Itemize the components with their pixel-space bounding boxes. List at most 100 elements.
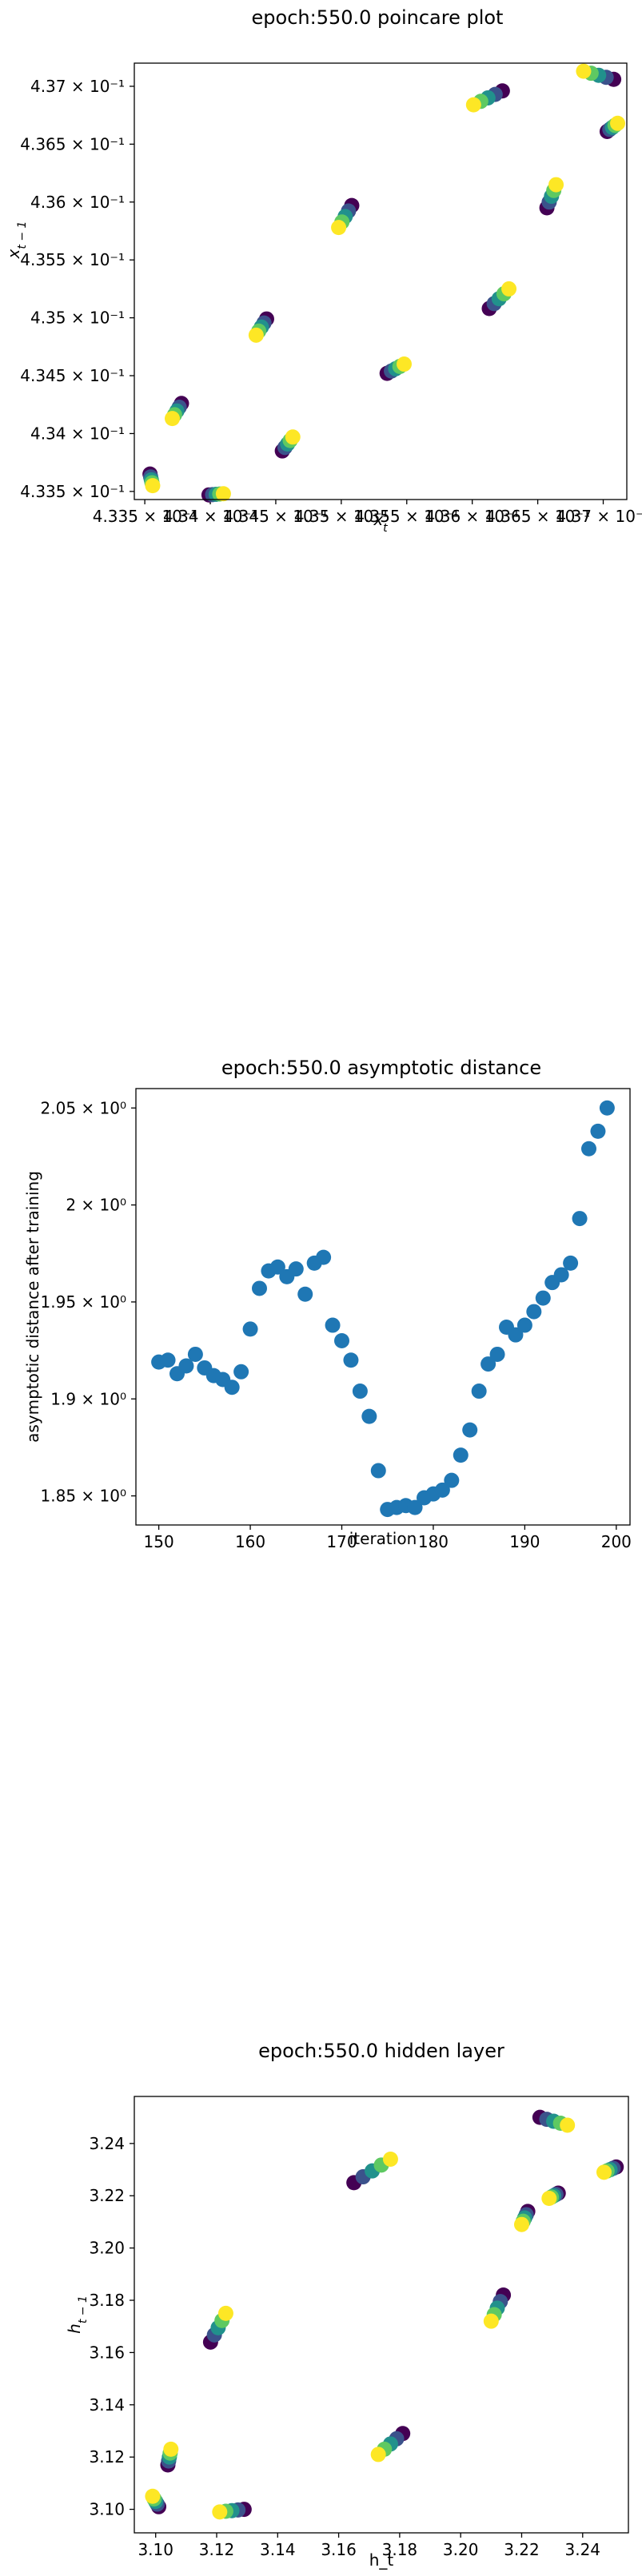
scatter-point [370,2447,386,2463]
x-tick-labels: 4.335 × 10⁻¹4.34 × 10⁻¹4.345 × 10⁻¹4.35 … [93,500,642,526]
scatter-point [288,1261,304,1277]
scatter-point [215,486,231,502]
scatter-point [553,1267,569,1283]
x-tick-label: 3.12 [199,2540,235,2559]
x-tick-label: 4.345 × 10⁻¹ [224,507,329,526]
scatter-point [590,1123,606,1139]
scatter-point [396,356,412,372]
scatter-point [334,1332,349,1348]
x-tick-label: 3.24 [565,2540,601,2559]
y-tick-label: 4.335 × 10⁻¹ [20,482,125,501]
x-tick-label: 4.37 × 10⁻¹ [556,507,642,526]
y-tick-label: 3.10 [89,2500,125,2519]
scatter-point [563,1255,579,1271]
scatter-point [352,1384,368,1399]
y-tick-label: 3.14 [89,2395,125,2415]
scatter-point [526,1304,542,1320]
y-tick-label: 3.20 [89,2239,125,2258]
scatter-point [576,63,592,79]
scatter-point [572,1211,588,1227]
plot-frame [134,62,628,500]
scatter-point [325,1317,341,1333]
scatter-point [285,429,301,445]
scatter-point [407,1499,423,1515]
chart-title: epoch:550.0 asymptotic distance [221,1057,541,1079]
scatter-point [382,2151,398,2167]
x-tick-label: 160 [235,1532,265,1551]
scatter-point [465,97,481,113]
scatter-point [160,1352,176,1368]
scatter-point [541,2191,557,2207]
y-tick-labels: 3.10 3.12 3.14 3.16 3.18 3.20 3.22 3.24 [89,2134,134,2519]
scatter-point [163,2441,179,2457]
y-tick-label: 3.18 [89,2291,125,2310]
x-tick-label: 3.20 [443,2540,479,2559]
scatter-point [581,1141,596,1157]
scatter-point [483,2313,499,2329]
scatter-point [462,1422,478,1438]
x-tick-label: 180 [418,1532,449,1551]
y-tick-label: 4.36 × 10⁻¹ [30,193,125,212]
chart-title: epoch:550.0 hidden layer [258,2040,504,2062]
y-axis-label: asymptotic distance after training [23,1171,42,1443]
scatter-point [145,478,161,494]
y-tick-label: 4.34 × 10⁻¹ [30,424,125,443]
y-tick-label: 2 × 10⁰ [66,1196,126,1215]
x-tick-label: 190 [509,1532,540,1551]
y-tick-labels: 1.85 × 10⁰ 1.9 × 10⁰ 1.95 × 10⁰ 2 × 10⁰ 2.05… [41,1098,136,1506]
scatter-point [444,1472,460,1488]
scatter-point [233,1364,249,1380]
x-tick-labels: 3.10 3.12 3.14 3.16 3.18 3.20 3.22 3.24 [138,2533,600,2559]
scatter-point [481,1356,496,1372]
scatter-point [501,281,517,297]
scatter-point [535,1290,551,1306]
y-tick-label: 3.12 [89,2447,125,2467]
scatter-point [343,1352,359,1368]
scatter-point [248,327,264,343]
scatter-point [434,1482,450,1498]
x-tick-label: 3.18 [382,2540,418,2559]
scatter-point [187,1346,203,1362]
y-tick-label: 4.355 × 10⁻¹ [20,250,125,269]
asymptotic-distance-chart: epoch:550.0 asymptotic distance 1.85 × 1… [23,1057,632,1551]
scatter-point [548,177,564,193]
data-points [151,1100,615,1518]
scatter-point [331,220,347,236]
y-tick-label: 1.95 × 10⁰ [41,1292,126,1312]
x-axis-label: h_t [369,2550,394,2570]
scatter-point [471,1384,487,1399]
scatter-point [489,1346,505,1362]
x-tick-labels: 150 160 170 180 190 200 [144,1525,632,1551]
x-tick-label: 4.34 × 10⁻¹ [163,507,257,526]
chart-title: epoch:550.0 poincare plot [252,6,504,29]
x-tick-label: 4.365 × 10⁻¹ [485,507,590,526]
scatter-point [361,1408,377,1424]
y-tick-label: 3.22 [89,2186,125,2205]
scatter-point [513,2216,529,2232]
x-tick-label: 150 [144,1532,174,1551]
y-tick-label: 3.16 [89,2343,125,2362]
scatter-point [316,1249,332,1265]
y-tick-label: 1.85 × 10⁰ [41,1487,126,1506]
scatter-point [178,1358,194,1374]
scatter-point [217,2305,233,2321]
x-tick-label: 200 [601,1532,632,1551]
x-tick-label: 4.335 × 10⁻¹ [93,507,197,526]
y-tick-label: 4.345 × 10⁻¹ [20,366,125,385]
y-tick-label: 4.365 × 10⁻¹ [20,134,125,153]
scatter-point [560,2117,576,2133]
scatter-point [453,1447,469,1463]
data-points [145,2109,624,2520]
scatter-point [165,411,181,427]
scatter-point [224,1380,240,1395]
scatter-point [599,1100,615,1116]
scatter-point [269,1259,285,1275]
scatter-point [212,2504,228,2520]
y-tick-label: 4.37 × 10⁻¹ [30,77,125,96]
poincare-plot-chart: epoch:550.0 poincare plot 4.335 × 10⁻¹4.… [4,6,642,535]
scatter-point [242,1321,258,1337]
scatter-point [145,2488,161,2504]
y-tick-labels: 4.335 × 10⁻¹ 4.34 × 10⁻¹ 4.345 × 10⁻¹ 4.35 … [20,77,134,501]
x-tick-label: 4.35 × 10⁻¹ [294,507,389,526]
scatter-point [610,115,626,131]
